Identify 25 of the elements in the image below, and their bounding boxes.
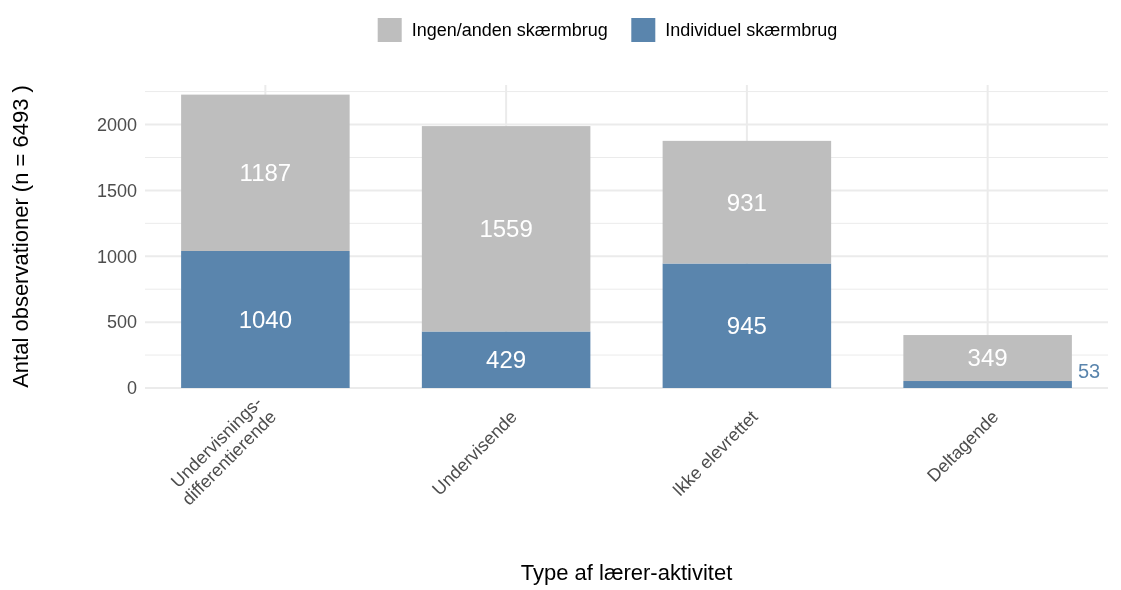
y-tick-label: 2000 [96, 114, 137, 135]
bar [662, 140, 832, 264]
y-tick-label: 1500 [96, 180, 137, 201]
data-label: 349 [967, 344, 1008, 372]
bar [903, 335, 1072, 382]
y-tick-label: 0 [126, 378, 137, 399]
data-label: 429 [486, 346, 527, 374]
bar [181, 250, 350, 388]
bar [662, 263, 832, 388]
y-tick-label: 500 [106, 312, 137, 333]
bar [181, 94, 350, 251]
data-label: 1559 [479, 215, 533, 243]
data-label: 945 [726, 312, 767, 340]
legend-label: Ingen/anden skærmbrug [411, 20, 608, 41]
bar [903, 381, 1072, 388]
bar [421, 331, 591, 388]
data-label: 53 [1077, 360, 1101, 383]
y-tick-label: 1000 [96, 246, 137, 267]
data-label: 1187 [239, 159, 292, 187]
legend-label: Individuel skærmbrug [665, 20, 838, 41]
bar [421, 126, 591, 332]
data-label: 1040 [238, 305, 293, 333]
x-axis-title: Type af lærer-aktivitet [520, 560, 733, 585]
data-label: 931 [726, 188, 767, 216]
y-axis-title: Antal observationer (n = 6493 ) [8, 85, 33, 388]
